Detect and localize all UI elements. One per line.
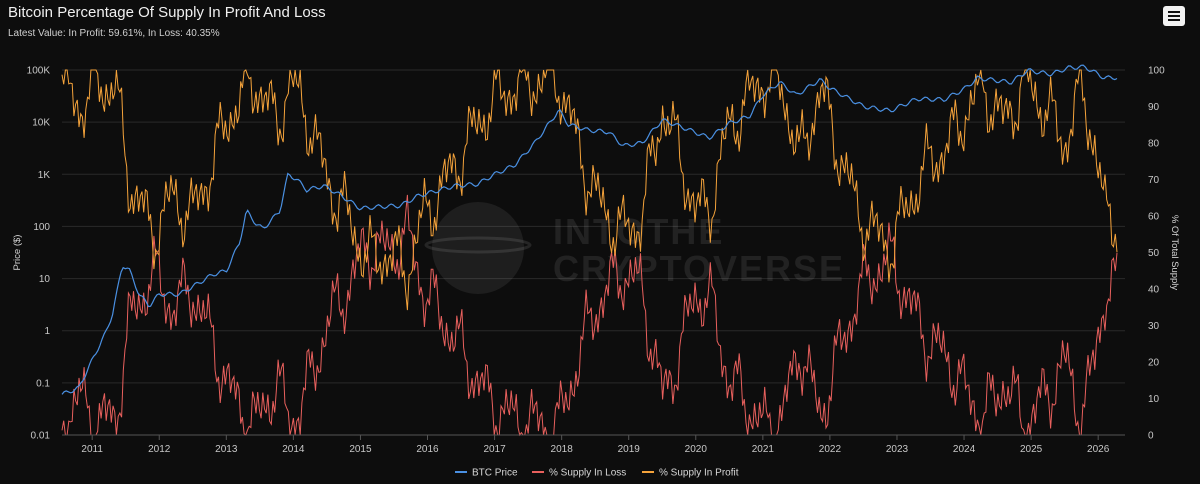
y-left-tick-label: 10K <box>32 118 50 129</box>
y-left-axis-title: Price ($) <box>12 235 23 271</box>
series-line-btc-price <box>61 64 1118 395</box>
x-tick-label: 2014 <box>282 444 305 455</box>
x-tick-label: 2012 <box>148 444 171 455</box>
y-left-tick-label: 1K <box>38 170 51 181</box>
x-tick-label: 2017 <box>483 444 506 455</box>
x-tick-label: 2011 <box>81 444 103 455</box>
y-left-tick-label: 0.1 <box>36 378 50 389</box>
y-left-tick-label: 100 <box>33 222 50 233</box>
legend-item-3[interactable]: % Supply In Profit <box>659 468 739 479</box>
y-right-tick-label: 20 <box>1148 358 1160 369</box>
watermark-line-2: CRYPTOVERSE <box>553 248 845 289</box>
legend[interactable]: BTC Price % Supply In Loss % Supply In Pro… <box>455 468 739 479</box>
y-right-tick-label: 40 <box>1148 285 1160 296</box>
y-left-tick-label: 100K <box>27 66 51 77</box>
y-right-tick-label: 80 <box>1148 139 1160 150</box>
hamburger-menu-icon[interactable] <box>1163 6 1185 26</box>
y-right-tick-label: 50 <box>1148 248 1160 259</box>
chart-subtitle: Latest Value: In Profit: 59.61%, In Loss… <box>8 28 220 39</box>
y-left-tick-label: 10 <box>39 274 51 285</box>
y-right-tick-label: 0 <box>1148 431 1154 442</box>
series-line-supply-in-profit <box>61 68 1118 311</box>
x-tick-label: 2015 <box>349 444 372 455</box>
x-tick-label: 2023 <box>886 444 909 455</box>
y-right-axis-title: % Of Total Supply <box>1169 215 1180 291</box>
y-right-tick-label: 90 <box>1148 102 1160 113</box>
y-right-tick-label: 60 <box>1148 212 1160 223</box>
axes: 0.01 0.1 1 10 100 1K 10K 100K 0 10 20 30 40 50 60 70 80 9… <box>12 66 1180 456</box>
y-right-tick-label: 100 <box>1148 66 1165 77</box>
legend-item-1[interactable]: BTC Price <box>472 468 518 479</box>
x-tick-label: 2016 <box>416 444 439 455</box>
legend-item-2[interactable]: % Supply In Loss <box>549 468 626 479</box>
y-right-tick-label: 70 <box>1148 175 1160 186</box>
x-tick-label: 2021 <box>752 444 775 455</box>
y-left-tick-label: 0.01 <box>31 431 51 442</box>
x-tick-label: 2019 <box>618 444 641 455</box>
watermark-line-1: INTOTHE <box>553 211 724 252</box>
x-tick-label: 2022 <box>819 444 842 455</box>
watermark: INTOTHE CRYPTOVERSE <box>424 202 845 294</box>
y-left-tick-label: 1 <box>44 326 50 337</box>
x-tick-label: 2013 <box>215 444 238 455</box>
x-tick-label: 2026 <box>1087 444 1110 455</box>
series-line-supply-in-loss <box>61 194 1118 437</box>
x-tick-label: 2024 <box>953 444 976 455</box>
x-tick-label: 2025 <box>1020 444 1043 455</box>
x-tick-label: 2018 <box>551 444 574 455</box>
chart-title: Bitcoin Percentage Of Supply In Profit A… <box>8 4 326 21</box>
y-right-tick-label: 10 <box>1148 394 1160 405</box>
series-layer <box>61 64 1118 437</box>
y-right-tick-label: 30 <box>1148 321 1160 332</box>
x-tick-label: 2020 <box>685 444 708 455</box>
